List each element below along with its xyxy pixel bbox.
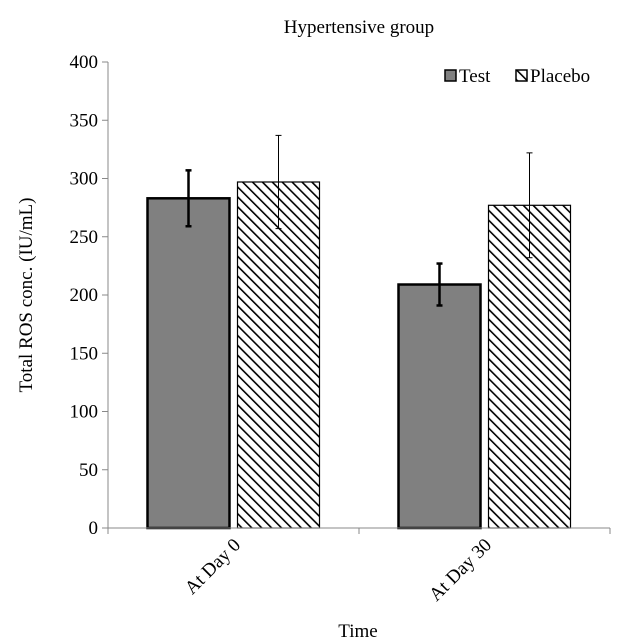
y-tick-label: 0 bbox=[89, 518, 99, 539]
error-bar-placebo bbox=[526, 152, 533, 259]
y-axis-label: Total ROS conc. (IU/mL) bbox=[16, 198, 37, 393]
bar-placebo bbox=[236, 181, 321, 529]
bar-test bbox=[397, 283, 482, 530]
y-tick-label: 300 bbox=[70, 169, 99, 190]
x-axis-label: Time bbox=[338, 621, 377, 641]
x-axis-tick-labels: At Day 0 At Day 30 bbox=[107, 528, 611, 606]
chart-title: Hypertensive group bbox=[284, 17, 434, 38]
y-tick-label: 150 bbox=[70, 343, 99, 364]
y-tick-label: 100 bbox=[70, 402, 99, 423]
y-tick-label: 250 bbox=[70, 227, 99, 248]
y-tick-label: 200 bbox=[70, 285, 99, 306]
bar-series bbox=[146, 181, 572, 530]
error-bar-placebo bbox=[275, 134, 282, 230]
y-tick-label: 400 bbox=[70, 52, 99, 73]
error-bars bbox=[185, 134, 533, 307]
x-tick-label: At Day 30 bbox=[425, 535, 496, 606]
y-tick-label: 350 bbox=[70, 110, 99, 131]
x-tick-label: At Day 0 bbox=[181, 535, 245, 599]
bar-placebo bbox=[487, 204, 572, 529]
error-bar-test bbox=[185, 169, 192, 228]
legend-label-placebo: Placebo bbox=[530, 66, 590, 87]
y-tick-label: 50 bbox=[79, 460, 98, 481]
y-axis-ticks: 0 50 100 150 200 250 300 350 400 bbox=[70, 52, 108, 539]
bar-test bbox=[146, 197, 231, 530]
legend-swatch-placebo bbox=[515, 69, 528, 82]
legend: Test Placebo bbox=[444, 66, 590, 87]
error-bar-test bbox=[436, 262, 443, 307]
legend-label-test: Test bbox=[459, 66, 491, 87]
legend-swatch-test bbox=[444, 69, 457, 82]
